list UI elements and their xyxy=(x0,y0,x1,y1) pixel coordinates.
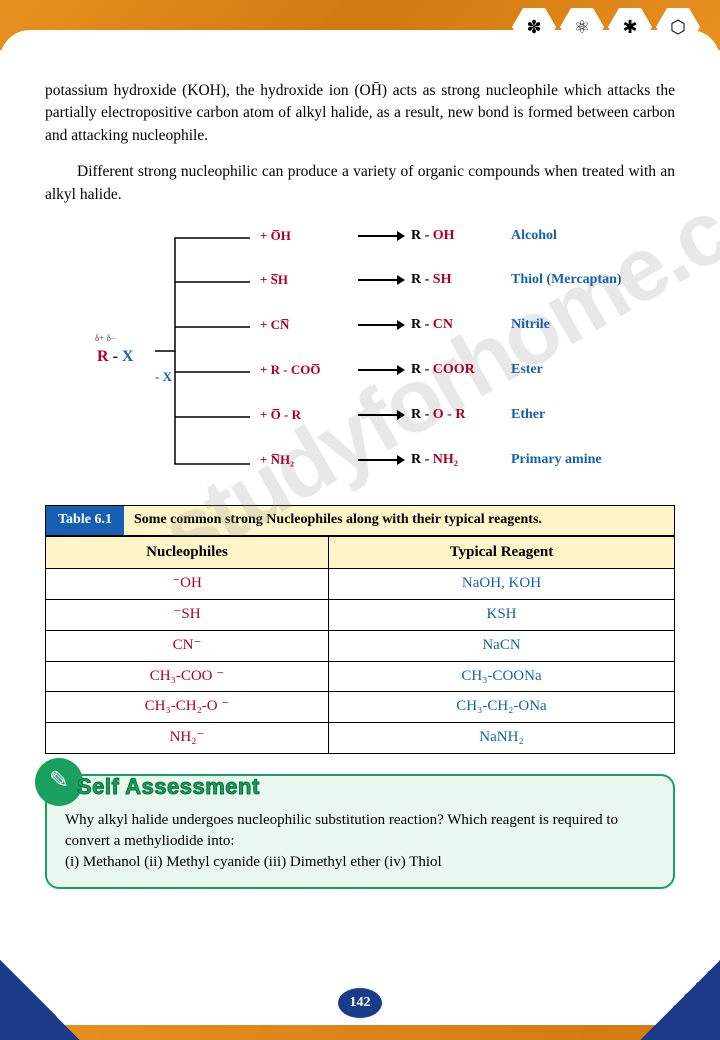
molecule-icon: ✽ xyxy=(512,8,556,46)
self-assessment-options: (i) Methanol (ii) Methyl cyanide (iii) D… xyxy=(65,852,655,873)
reagent-cell: CH₃-CH₂-ONa xyxy=(328,692,674,723)
table-title-bar: Table 6.1 Some common strong Nucleophile… xyxy=(45,505,675,535)
rx-starting-material: R - X xyxy=(97,345,133,368)
corner-right-decoration xyxy=(600,960,720,1040)
x-label: X xyxy=(122,348,134,365)
arrow-icon xyxy=(358,414,403,416)
reaction-row: + CN̅ R - CN Nitrile xyxy=(260,315,550,335)
reagent-cell: NaCN xyxy=(328,630,674,661)
reagent-label: + N̅H₂ xyxy=(260,451,350,470)
product-formula: R - OH xyxy=(411,226,501,246)
reaction-row: + S̅H R - SH Thiol (Mercaptan) xyxy=(260,270,622,290)
corner-left-decoration xyxy=(0,960,120,1040)
nucleophile-cell: CN⁻ xyxy=(46,630,329,661)
table-row: ⁻SHKSH xyxy=(46,600,675,631)
reagent-cell: NaNH₂ xyxy=(328,723,674,754)
product-name: Alcohol xyxy=(511,226,557,246)
reaction-row: + R - COO̅ R - COOR Ester xyxy=(260,360,543,380)
product-name: Thiol (Mercaptan) xyxy=(511,270,622,290)
reaction-row: + N̅H₂ R - NH₂ Primary amine xyxy=(260,450,602,470)
top-border: ✽ ⚛ ✱ ⬡ xyxy=(0,0,720,50)
network-icon: ✱ xyxy=(608,8,652,46)
self-assessment-box: ✎ Self Assessment Why alkyl halide under… xyxy=(45,774,675,889)
reagent-label: + R - COO̅ xyxy=(260,361,350,380)
nucleophile-cell: ⁻SH xyxy=(46,600,329,631)
reaction-row: + O̅ - R R - O - R Ether xyxy=(260,405,545,425)
arrow-icon xyxy=(358,324,403,326)
reagent-cell: KSH xyxy=(328,600,674,631)
page-content: potassium hydroxide (KOH), the hydroxide… xyxy=(0,50,720,899)
charge-labels: δ+ δ− xyxy=(95,332,116,345)
arrow-icon xyxy=(358,459,403,461)
branch-lines xyxy=(155,232,250,470)
paragraph-1: potassium hydroxide (KOH), the hydroxide… xyxy=(45,80,675,147)
header-icon-row: ✽ ⚛ ✱ ⬡ xyxy=(512,8,700,46)
reagent-cell: NaOH, KOH xyxy=(328,569,674,600)
reaction-row: + O̅H R - OH Alcohol xyxy=(260,226,557,246)
reagent-cell: CH₃-COONa xyxy=(328,661,674,692)
product-name: Nitrile xyxy=(511,315,550,335)
table-row: NH₂⁻NaNH₂ xyxy=(46,723,675,754)
table-row: CH₃-COO ⁻CH₃-COONa xyxy=(46,661,675,692)
reaction-diagram: δ+ δ− R - X - X + O̅HR - OHAlcohol+ S̅HR… xyxy=(45,220,675,490)
col-header-nucleophiles: Nucleophiles xyxy=(46,536,329,569)
nucleophile-cell: ⁻OH xyxy=(46,569,329,600)
nucleophile-table: Nucleophiles Typical Reagent ⁻OHNaOH, KO… xyxy=(45,536,675,754)
nucleophile-cell: CH₃-CH₂-O ⁻ xyxy=(46,692,329,723)
structure-icon: ⬡ xyxy=(656,8,700,46)
nucleophile-cell: CH₃-COO ⁻ xyxy=(46,661,329,692)
table-number: Table 6.1 xyxy=(46,506,124,534)
table-row: CH₃-CH₂-O ⁻CH₃-CH₂-ONa xyxy=(46,692,675,723)
product-name: Ether xyxy=(511,405,545,425)
page-number: 142 xyxy=(338,988,382,1018)
arrow-icon xyxy=(358,279,403,281)
reagent-label: + CN̅ xyxy=(260,316,350,335)
product-name: Primary amine xyxy=(511,450,602,470)
col-header-reagent: Typical Reagent xyxy=(328,536,674,569)
reagent-label: + S̅H xyxy=(260,271,350,290)
atom-icon: ⚛ xyxy=(560,8,604,46)
product-formula: R - NH₂ xyxy=(411,450,501,470)
product-name: Ester xyxy=(511,360,543,380)
product-formula: R - CN xyxy=(411,315,501,335)
self-assessment-title: Self Assessment xyxy=(77,772,260,803)
reagent-label: + O̅H xyxy=(260,227,350,246)
reagent-label: + O̅ - R xyxy=(260,406,350,425)
table-row: CN⁻NaCN xyxy=(46,630,675,661)
nucleophile-cell: NH₂⁻ xyxy=(46,723,329,754)
r-label: R xyxy=(97,348,109,365)
product-formula: R - COOR xyxy=(411,360,501,380)
student-icon: ✎ xyxy=(35,758,83,806)
paragraph-2: Different strong nucleophilic can produc… xyxy=(45,161,675,206)
self-assessment-question: Why alkyl halide undergoes nucleophilic … xyxy=(65,810,655,852)
arrow-icon xyxy=(358,369,403,371)
product-formula: R - SH xyxy=(411,270,501,290)
product-formula: R - O - R xyxy=(411,405,501,425)
table-row: ⁻OHNaOH, KOH xyxy=(46,569,675,600)
arrow-icon xyxy=(358,235,403,237)
table-caption: Some common strong Nucleophiles along wi… xyxy=(124,506,674,534)
